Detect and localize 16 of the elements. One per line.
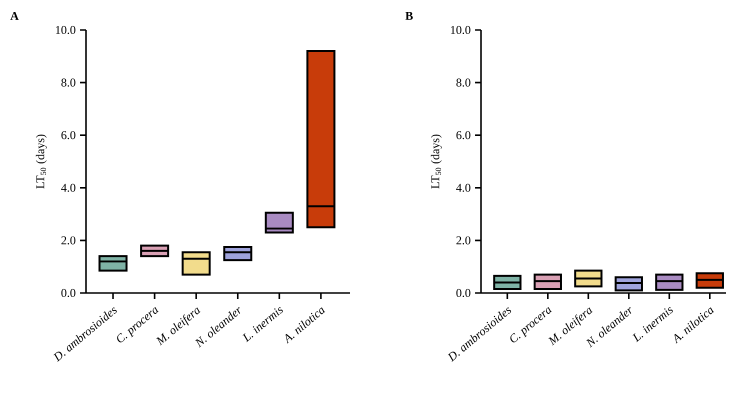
y-tick-label: 6.0	[456, 131, 470, 140]
y-tick-label: 6.0	[61, 131, 76, 140]
y-tick-label: 8.0	[456, 78, 470, 87]
y-tick-label: 0.0	[456, 288, 470, 298]
y-tick-label: 10.0	[450, 26, 470, 34]
y-tick-label: 4.0	[456, 184, 470, 192]
chart-title: B	[405, 12, 413, 20]
y-tick-label: 2.0	[456, 236, 470, 244]
y-tick-label: 0.0	[61, 288, 76, 298]
chart-title: A	[10, 12, 19, 20]
y-tick-label: 8.0	[61, 78, 76, 87]
y-tick-label: 2.0	[61, 236, 76, 244]
y-tick-label: 10.0	[56, 26, 76, 34]
y-tick-label: 4.0	[61, 184, 76, 192]
y-axis-title: LT$_{50}$ (days)	[430, 134, 442, 189]
y-axis-title: LT$_{50}$ (days)	[36, 134, 47, 189]
